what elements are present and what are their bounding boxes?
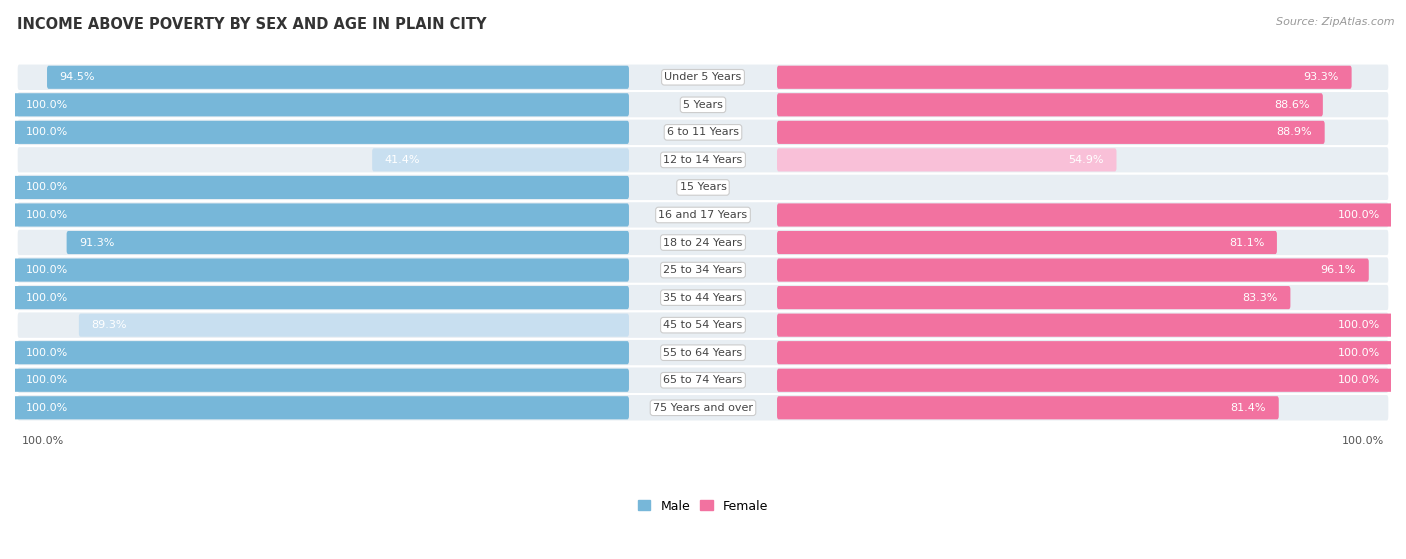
Text: 5 Years: 5 Years [683,100,723,110]
FancyBboxPatch shape [778,148,1116,172]
Text: Source: ZipAtlas.com: Source: ZipAtlas.com [1277,17,1395,27]
Text: 100.0%: 100.0% [22,436,65,446]
Text: INCOME ABOVE POVERTY BY SEX AND AGE IN PLAIN CITY: INCOME ABOVE POVERTY BY SEX AND AGE IN P… [17,17,486,32]
FancyBboxPatch shape [13,396,628,419]
FancyBboxPatch shape [778,341,1393,364]
Legend: Male, Female: Male, Female [633,495,773,518]
FancyBboxPatch shape [778,93,1323,116]
Text: 15 Years: 15 Years [679,182,727,192]
FancyBboxPatch shape [17,64,1389,91]
FancyBboxPatch shape [17,339,1389,367]
FancyBboxPatch shape [373,148,628,172]
FancyBboxPatch shape [17,146,1389,174]
Text: 100.0%: 100.0% [25,403,69,413]
Text: 100.0%: 100.0% [1337,348,1381,358]
FancyBboxPatch shape [778,286,1291,309]
Text: 100.0%: 100.0% [25,127,69,138]
Text: 100.0%: 100.0% [25,100,69,110]
FancyBboxPatch shape [17,201,1389,229]
Text: 94.5%: 94.5% [59,72,96,82]
Text: 100.0%: 100.0% [25,375,69,385]
Text: 65 to 74 Years: 65 to 74 Years [664,375,742,385]
Text: 89.3%: 89.3% [91,320,127,330]
FancyBboxPatch shape [17,284,1389,311]
Text: 81.4%: 81.4% [1230,403,1265,413]
Text: 83.3%: 83.3% [1243,292,1278,302]
FancyBboxPatch shape [778,66,1351,89]
FancyBboxPatch shape [13,286,628,309]
Text: 96.1%: 96.1% [1320,265,1357,275]
Text: 100.0%: 100.0% [25,182,69,192]
Text: 100.0%: 100.0% [25,348,69,358]
FancyBboxPatch shape [46,66,628,89]
Text: 100.0%: 100.0% [1341,436,1384,446]
Text: 100.0%: 100.0% [1337,210,1381,220]
FancyBboxPatch shape [17,367,1389,394]
FancyBboxPatch shape [17,311,1389,339]
FancyBboxPatch shape [13,203,628,226]
Text: 41.4%: 41.4% [385,155,420,165]
FancyBboxPatch shape [17,119,1389,146]
FancyBboxPatch shape [17,256,1389,284]
Text: 6 to 11 Years: 6 to 11 Years [666,127,740,138]
Text: 35 to 44 Years: 35 to 44 Years [664,292,742,302]
FancyBboxPatch shape [66,231,628,254]
FancyBboxPatch shape [13,341,628,364]
Text: 18 to 24 Years: 18 to 24 Years [664,238,742,248]
FancyBboxPatch shape [17,174,1389,201]
FancyBboxPatch shape [778,314,1393,337]
Text: 100.0%: 100.0% [1337,320,1381,330]
Text: 45 to 54 Years: 45 to 54 Years [664,320,742,330]
FancyBboxPatch shape [17,91,1389,119]
Text: 16 and 17 Years: 16 and 17 Years [658,210,748,220]
Text: 75 Years and over: 75 Years and over [652,403,754,413]
FancyBboxPatch shape [13,176,628,199]
Text: 12 to 14 Years: 12 to 14 Years [664,155,742,165]
FancyBboxPatch shape [778,203,1393,226]
FancyBboxPatch shape [13,121,628,144]
Text: 88.9%: 88.9% [1277,127,1312,138]
FancyBboxPatch shape [13,258,628,282]
Text: Under 5 Years: Under 5 Years [665,72,741,82]
Text: 55 to 64 Years: 55 to 64 Years [664,348,742,358]
Text: 100.0%: 100.0% [25,210,69,220]
Text: 91.3%: 91.3% [79,238,115,248]
Text: 25 to 34 Years: 25 to 34 Years [664,265,742,275]
FancyBboxPatch shape [778,121,1324,144]
Text: 100.0%: 100.0% [1337,375,1381,385]
FancyBboxPatch shape [17,229,1389,256]
Text: 81.1%: 81.1% [1229,238,1264,248]
FancyBboxPatch shape [13,93,628,116]
FancyBboxPatch shape [778,369,1393,392]
FancyBboxPatch shape [778,258,1369,282]
Text: 100.0%: 100.0% [25,265,69,275]
FancyBboxPatch shape [778,231,1277,254]
FancyBboxPatch shape [13,369,628,392]
Text: 88.6%: 88.6% [1275,100,1310,110]
Text: 100.0%: 100.0% [25,292,69,302]
Text: 93.3%: 93.3% [1303,72,1339,82]
FancyBboxPatch shape [79,314,628,337]
Text: 54.9%: 54.9% [1069,155,1104,165]
FancyBboxPatch shape [17,394,1389,421]
FancyBboxPatch shape [778,396,1279,419]
